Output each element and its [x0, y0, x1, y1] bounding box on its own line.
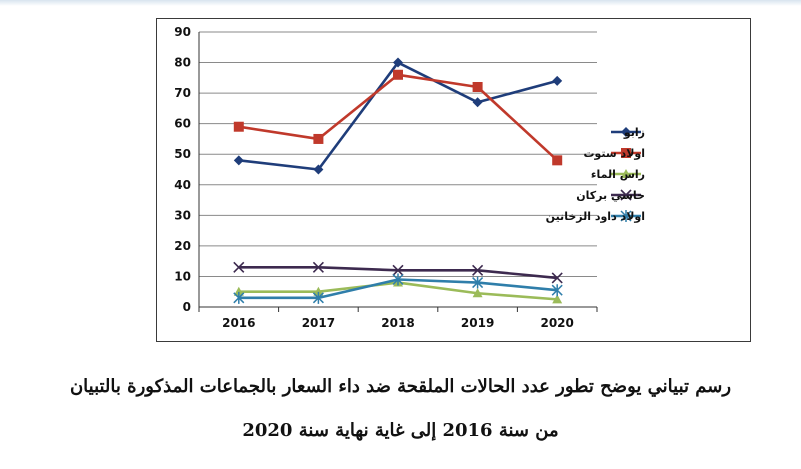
data-point-1 — [472, 82, 483, 92]
figure-caption-line-2: من سنة 2016 إلى غاية نهاية سنة 2020 — [242, 420, 559, 441]
legend-label-2: راس الماء — [591, 168, 645, 181]
data-point-3 — [392, 264, 404, 276]
data-point-1 — [233, 121, 244, 132]
data-point-4 — [312, 291, 324, 304]
chart-frame: 0 10 20 30 40 50 60 70 80 90 2016 2017 2018 2019 2020 ز… — [156, 18, 751, 342]
legend-marker-0 — [621, 127, 631, 137]
data-point-4 — [551, 284, 563, 297]
x-tick-label: 2018 — [381, 316, 414, 330]
x-tick-label: 2019 — [461, 316, 494, 330]
x-tick-label: 2020 — [540, 316, 573, 330]
page-top-shade — [0, 0, 801, 6]
data-point-0 — [233, 155, 244, 166]
data-point-3 — [551, 272, 563, 284]
legend-label-3: حاسي بركان — [576, 189, 645, 202]
data-point-2 — [313, 286, 324, 296]
data-point-3 — [472, 264, 484, 276]
legend-marker-3 — [620, 189, 632, 201]
data-point-2 — [472, 288, 483, 298]
y-tick-label: 60 — [174, 117, 191, 131]
y-tick-label: 80 — [174, 56, 191, 70]
data-point-4 — [233, 291, 245, 304]
line-chart: 0 10 20 30 40 50 60 70 80 90 2016 2017 2018 2019 2020 ز… — [174, 25, 645, 330]
data-point-4 — [472, 276, 484, 289]
y-tick-label: 30 — [174, 208, 191, 222]
figure-caption-line-1: رسم تبياني يوضح تطور عدد الحالات الملقحة… — [69, 376, 732, 397]
data-point-3 — [312, 261, 324, 273]
data-point-0 — [552, 75, 563, 86]
data-point-2 — [552, 294, 563, 304]
x-tick-label: 2017 — [302, 316, 335, 330]
legend-label-1: اولاد ستوت — [583, 147, 645, 160]
y-tick-label: 70 — [174, 86, 191, 100]
data-point-0 — [472, 97, 483, 108]
data-point-4 — [392, 273, 404, 286]
data-point-1 — [313, 133, 324, 144]
data-point-0 — [313, 164, 324, 175]
legend-label-4: اولاد داود الزخانين — [546, 210, 645, 223]
y-tick-label: 20 — [174, 239, 191, 253]
data-point-1 — [552, 155, 563, 166]
y-tick-label: 40 — [174, 178, 191, 192]
series-line-1 — [238, 73, 559, 162]
legend-marker-2 — [621, 169, 631, 178]
legend-label-0: زابو — [623, 126, 645, 139]
y-tick-label: 90 — [174, 25, 191, 39]
data-point-0 — [393, 57, 403, 68]
data-point-3 — [233, 261, 245, 273]
y-tick-label: 10 — [174, 269, 191, 283]
x-tick-label: 2016 — [222, 316, 255, 330]
legend-marker-1 — [621, 148, 631, 158]
data-point-2 — [233, 286, 244, 296]
data-point-1 — [393, 69, 403, 80]
y-tick-label: 0 — [183, 300, 191, 314]
y-tick-label: 50 — [174, 147, 191, 161]
legend-marker-4 — [620, 210, 632, 222]
